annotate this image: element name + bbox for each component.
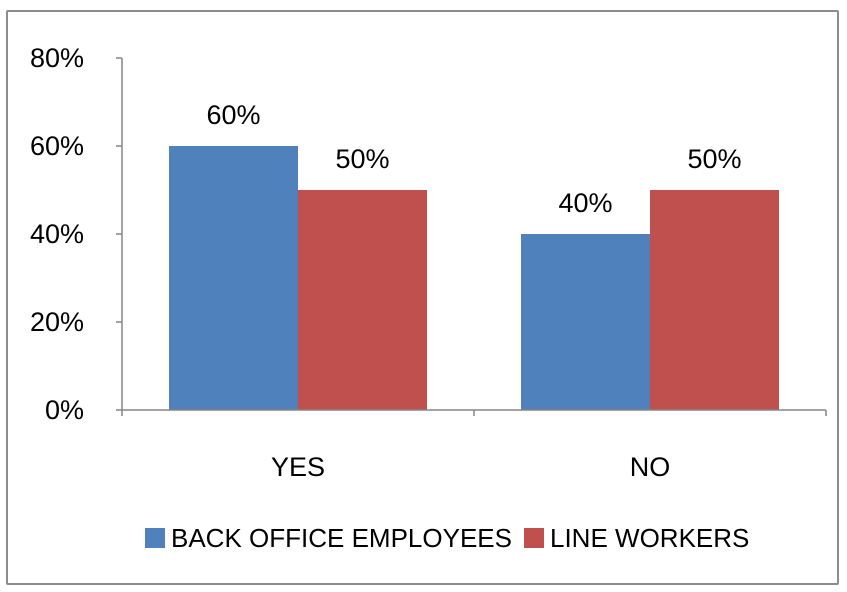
legend-swatch (524, 528, 544, 548)
y-tick-label: 0% (45, 395, 84, 425)
y-axis: 0% 20% 40% 60% 80% (30, 43, 123, 425)
data-label: 40% (558, 188, 612, 218)
data-label: 50% (335, 144, 389, 174)
legend-label: BACK OFFICE EMPLOYEES (171, 523, 512, 553)
data-label: 50% (687, 144, 741, 174)
bar (298, 190, 427, 410)
x-tick-label: NO (630, 452, 671, 482)
bars (169, 146, 779, 410)
legend-swatch (145, 528, 165, 548)
data-label: 60% (206, 100, 260, 130)
legend: BACK OFFICE EMPLOYEES LINE WORKERS (145, 523, 749, 553)
data-labels: 60% 50% 40% 50% (206, 100, 741, 218)
y-tick-label: 40% (30, 219, 84, 249)
y-tick-label: 60% (30, 131, 84, 161)
bar (169, 146, 298, 410)
bar (650, 190, 779, 410)
x-axis: YES NO (121, 409, 827, 482)
y-tick-label: 20% (30, 307, 84, 337)
bar (521, 234, 650, 410)
legend-label: LINE WORKERS (550, 523, 749, 553)
x-tick-label: YES (271, 452, 325, 482)
y-tick-label: 80% (30, 43, 84, 73)
